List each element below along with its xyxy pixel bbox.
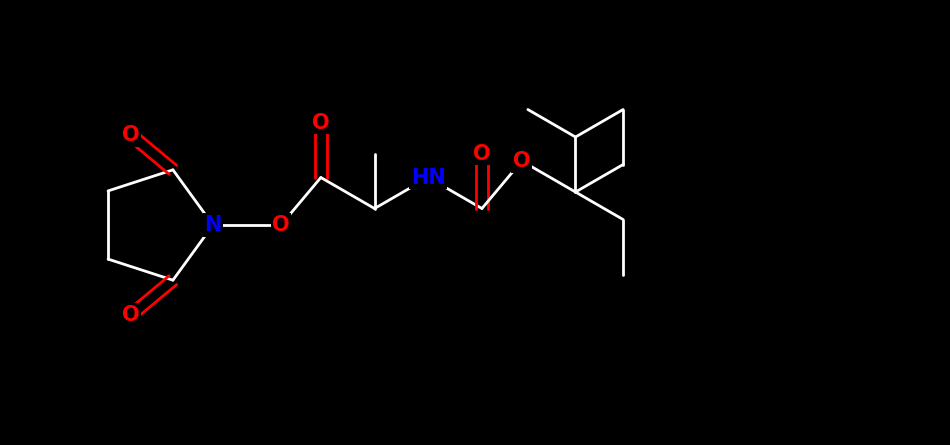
Text: O: O [473, 143, 491, 163]
Text: HN: HN [410, 167, 446, 187]
Text: O: O [123, 125, 140, 145]
Text: N: N [204, 215, 221, 235]
Text: O: O [123, 305, 140, 325]
Text: O: O [513, 151, 531, 171]
Text: O: O [312, 113, 330, 133]
Text: O: O [273, 215, 290, 235]
